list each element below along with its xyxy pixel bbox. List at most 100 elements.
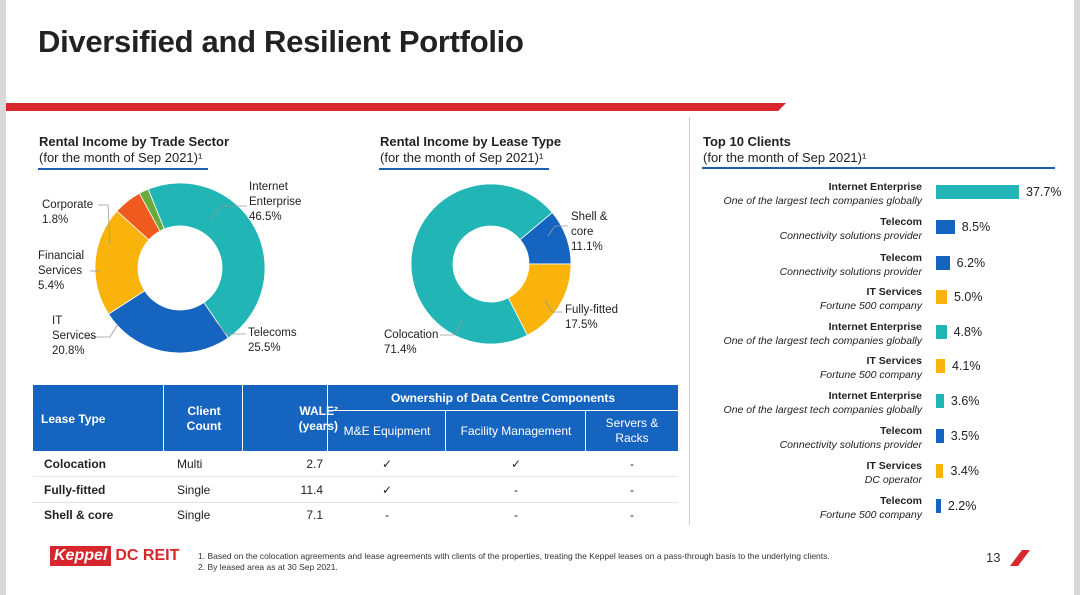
footnote-2: 2. By leased area as at 30 Sep 2021. [198,562,338,572]
table-cell-me: - [385,508,389,522]
table-cell-facility: - [514,508,518,522]
sector-label-internet: Internet Enterprise 46.5% [249,181,302,223]
th-client-count: Client Count [186,404,222,433]
client-value-label: 3.5% [950,429,980,443]
client-value-label: 4.1% [952,359,981,373]
client-name: Telecom [880,495,922,507]
lease-chart-title: Rental Income by Lease Type [380,134,562,149]
client-name: Internet Enterprise [828,321,922,333]
client-name: Telecom [880,252,922,264]
th-me-equipment: M&E Equipment [343,424,431,438]
sector-label-financial: Financial Services 5.4% [38,250,85,292]
client-description: Fortune 500 company [819,369,922,381]
client-value-label: 3.6% [950,394,980,408]
client-bar [936,325,947,339]
table-cell-count: Single [177,483,211,497]
client-name: Telecom [880,425,922,437]
table-cell-wale: 2.7 [306,457,323,471]
client-bar [936,429,944,443]
table-cell-me: ✓ [381,483,393,497]
client-value-label: 5.0% [954,290,983,304]
client-name: Internet Enterprise [828,181,922,193]
client-description: One of the largest tech companies global… [723,335,922,347]
lease-table-header: Lease Type Client Count WALE² (years) Ow… [33,385,678,451]
sector-title-underline [38,168,208,170]
lease-label-shell-core: Shell & core 11.1% [571,211,608,253]
logo-keppel-text: Keppel [50,546,112,566]
client-value-label: 6.2% [956,256,986,270]
clients-title-underline [702,167,1055,169]
th-divider [445,410,446,451]
section-divider [689,117,690,525]
table-cell-wale: 11.4 [300,483,323,497]
footnote-1: 1. Based on the colocation agreements an… [198,551,830,561]
page-number: 13 [986,550,1001,565]
table-cell-lease: Shell & core [44,508,114,522]
client-bar [936,359,946,373]
client-bar [936,220,955,234]
client-description: One of the largest tech companies global… [723,404,922,416]
client-name: Internet Enterprise [828,390,922,402]
client-bar [936,464,944,478]
th-wale: WALE² (years) [298,404,338,433]
client-description: One of the largest tech companies global… [723,195,922,207]
page-accent-slash [1010,550,1030,566]
client-description: Connectivity solutions provider [779,266,922,278]
client-description: Fortune 500 company [819,509,922,521]
client-bar [936,290,947,304]
table-cell-lease: Fully-fitted [44,483,106,497]
keppel-dc-reit-logo: Keppel DC REIT [50,546,179,566]
client-name: IT Services [866,286,922,298]
title-accent-bar [6,103,786,111]
th-divider [327,385,328,451]
clients-chart-subtitle: (for the month of Sep 2021)¹ [703,150,867,165]
client-value-label: 8.5% [961,220,991,234]
table-cell-facility: ✓ [510,457,522,471]
client-description: Connectivity solutions provider [779,230,922,242]
client-value-label: 4.8% [953,325,983,339]
client-description: Connectivity solutions provider [779,439,922,451]
th-divider [585,410,586,451]
table-cell-wale: 7.1 [306,508,323,522]
client-bar [936,185,1019,199]
table-cell-count: Single [177,508,211,522]
sector-label-it-services: IT Services 20.8% [52,315,97,357]
client-description: DC operator [864,474,922,486]
footnotes: 1. Based on the colocation agreements an… [198,551,830,573]
client-value-label: 3.4% [950,464,979,478]
sector-chart-subtitle: (for the month of Sep 2021)¹ [39,150,203,165]
table-cell-servers: - [630,508,634,522]
th-divider [242,385,243,451]
clients-chart-title: Top 10 Clients [703,134,791,149]
table-cell-servers: - [630,457,634,471]
lease-chart-subtitle: (for the month of Sep 2021)¹ [380,150,544,165]
client-name: IT Services [866,460,922,472]
lease-label-colocation: Colocation 71.4% [384,329,439,356]
client-bar [936,499,941,513]
client-description: Fortune 500 company [819,300,922,312]
lease-title-underline [379,168,549,170]
client-name: IT Services [866,355,922,367]
client-value-label: 37.7% [1026,185,1062,199]
sector-chart-title: Rental Income by Trade Sector [39,134,230,149]
table-cell-count: Multi [177,457,203,471]
th-divider [163,385,164,451]
table-row-divider [33,502,678,503]
th-facility-management: Facility Management [460,424,572,438]
client-value-label: 2.2% [947,499,977,513]
client-name: Telecom [880,216,922,228]
table-cell-servers: - [630,483,634,497]
client-bar [936,394,944,408]
th-servers-racks: Servers & Racks [605,416,659,445]
th-lease-type: Lease Type [41,412,106,426]
table-cell-lease: Colocation [44,457,106,471]
lease-label-fully-fitted: Fully-fitted 17.5% [565,304,619,331]
client-bar [936,256,950,270]
th-divider [327,410,678,411]
table-cell-facility: - [514,483,518,497]
sector-label-corporate: Corporate 1.8% [42,199,94,226]
table-row-divider [33,476,678,477]
th-ownership: Ownership of Data Centre Components [390,391,616,405]
table-cell-me: ✓ [381,457,393,471]
